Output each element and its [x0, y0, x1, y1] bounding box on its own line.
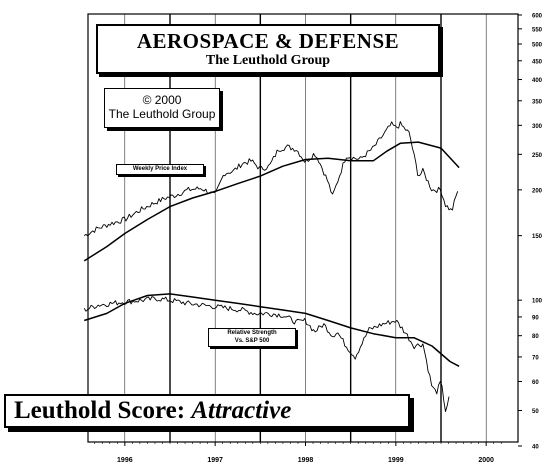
relative-strength-moving-average-line	[83, 293, 460, 367]
y-tick-label: 100	[532, 299, 543, 305]
score-value: Attractive	[191, 397, 292, 424]
chart-subtitle: The Leuthold Group	[205, 53, 331, 68]
y-tick-label: 300	[532, 124, 543, 130]
y-tick-label: 400	[532, 78, 543, 84]
relative-strength-weekly-line	[83, 296, 450, 413]
relative-strength-label-line2: Vs. S&P 500	[234, 338, 270, 344]
price-weekly-line	[83, 121, 459, 237]
price-index-label: Weekly Price Index	[116, 164, 204, 175]
title-box: AEROSPACE & DEFENSE The Leuthold Group	[96, 24, 440, 74]
x-tick-label: 1999	[388, 457, 404, 464]
y-tick-label: 40	[532, 445, 539, 451]
copyright-owner: The Leuthold Group	[108, 107, 216, 121]
y-tick-label: 50	[532, 409, 539, 415]
y-axis: 40 50 60 70 80 90 100 150 200 250 300 350 400 450 500 5…	[518, 14, 543, 451]
y-tick-label: 450	[532, 59, 543, 65]
y-tick-label: 500	[532, 43, 543, 49]
y-tick-label: 70	[532, 355, 539, 361]
x-tick-label: 1998	[298, 457, 314, 464]
y-tick-label: 150	[532, 234, 543, 240]
leuthold-score: Leuthold Score: Attractive	[14, 397, 291, 425]
x-tick-label: 2000	[478, 457, 494, 464]
y-tick-label: 90	[532, 315, 539, 321]
x-tick-label: 1996	[117, 457, 133, 464]
y-tick-label: 250	[532, 153, 543, 159]
series-layer	[83, 121, 460, 413]
chart-title: AEROSPACE & DEFENSE	[136, 29, 400, 53]
leuthold-score-box: Leuthold Score: Attractive	[4, 394, 410, 428]
y-tick-label: 600	[532, 14, 543, 20]
y-tick-label: 550	[532, 27, 543, 33]
price-moving-average-line	[83, 141, 460, 262]
score-label: Leuthold Score:	[14, 397, 186, 424]
y-tick-label: 350	[532, 99, 543, 105]
relative-strength-label-line1: Relative Strength	[227, 330, 277, 336]
relative-strength-label: Relative Strength Vs. S&P 500	[208, 328, 296, 347]
plot-frame	[87, 13, 519, 443]
x-axis: 1996 1997 1998 1999 2000	[94, 442, 502, 464]
y-tick-label: 200	[532, 188, 543, 194]
y-tick-label: 60	[532, 380, 539, 386]
grid-layer	[124, 14, 487, 442]
copyright-year: © 2000	[142, 93, 182, 107]
copyright-box: © 2000 The Leuthold Group	[104, 88, 220, 128]
x-tick-label: 1997	[207, 457, 223, 464]
y-tick-label: 80	[532, 334, 539, 340]
